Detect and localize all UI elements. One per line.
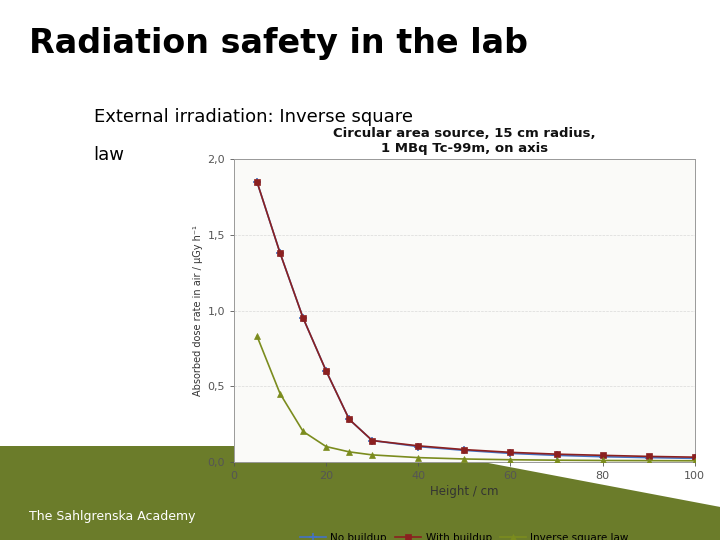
No buildup (368, 437, 377, 444)
With buildup (345, 416, 354, 423)
With buildup (322, 368, 330, 374)
Inverse square law (414, 454, 423, 461)
No buildup (644, 454, 653, 461)
Inverse square law (644, 457, 653, 464)
With buildup (253, 179, 261, 185)
No buildup (276, 250, 284, 256)
Inverse square law (368, 451, 377, 458)
Line: With buildup: With buildup (254, 179, 698, 460)
No buildup (345, 416, 354, 423)
With buildup (460, 447, 469, 453)
Line: No buildup: No buildup (253, 178, 699, 463)
With buildup (414, 443, 423, 449)
No buildup (690, 455, 699, 462)
With buildup (299, 315, 307, 321)
No buildup (299, 315, 307, 321)
With buildup (690, 454, 699, 461)
No buildup (460, 447, 469, 454)
With buildup (368, 437, 377, 444)
No buildup (322, 368, 330, 374)
Inverse square law (690, 457, 699, 464)
Text: Radiation safety in the lab: Radiation safety in the lab (29, 27, 528, 60)
Inverse square law (276, 390, 284, 397)
Text: External irradiation: Inverse square: External irradiation: Inverse square (94, 108, 413, 126)
Inverse square law (460, 456, 469, 462)
Y-axis label: Absorbed dose rate in air / μGy h⁻¹: Absorbed dose rate in air / μGy h⁻¹ (193, 225, 203, 396)
With buildup (644, 453, 653, 460)
With buildup (598, 452, 607, 458)
No buildup (253, 179, 261, 185)
Inverse square law (506, 456, 515, 463)
With buildup (276, 250, 284, 256)
Line: Inverse square law: Inverse square law (254, 333, 698, 463)
With buildup (506, 449, 515, 456)
X-axis label: Height / cm: Height / cm (430, 485, 499, 498)
No buildup (506, 450, 515, 457)
Inverse square law (253, 333, 261, 340)
Title: Circular area source, 15 cm radius,
1 MBq Tc-99m, on axis: Circular area source, 15 cm radius, 1 MB… (333, 127, 595, 156)
Inverse square law (322, 443, 330, 450)
Polygon shape (0, 446, 720, 540)
No buildup (598, 454, 607, 460)
Text: law: law (94, 146, 125, 164)
Inverse square law (552, 457, 561, 463)
Text: The Sahlgrenska Academy: The Sahlgrenska Academy (29, 510, 195, 523)
Legend: No buildup, With buildup, Inverse square law: No buildup, With buildup, Inverse square… (296, 529, 633, 540)
Inverse square law (598, 457, 607, 464)
With buildup (552, 451, 561, 457)
Inverse square law (299, 428, 307, 435)
No buildup (414, 443, 423, 450)
Inverse square law (345, 449, 354, 455)
No buildup (552, 452, 561, 458)
